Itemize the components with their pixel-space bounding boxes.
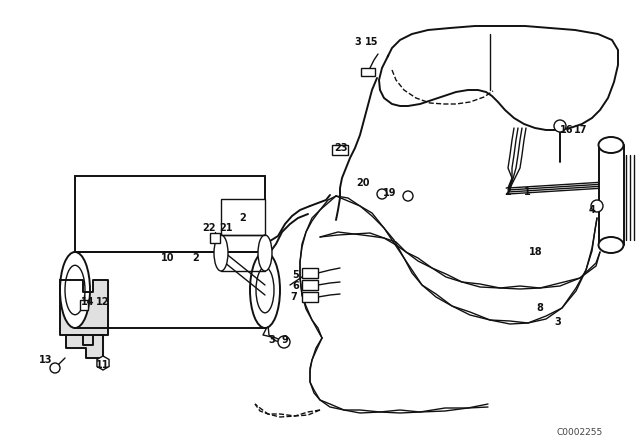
Text: 9: 9 <box>282 335 289 345</box>
FancyBboxPatch shape <box>80 300 88 310</box>
Polygon shape <box>60 280 108 345</box>
Ellipse shape <box>60 252 90 328</box>
Ellipse shape <box>598 137 623 153</box>
Polygon shape <box>66 335 103 358</box>
Circle shape <box>278 336 290 348</box>
Text: 2: 2 <box>504 187 511 197</box>
FancyBboxPatch shape <box>302 268 318 278</box>
Text: 22: 22 <box>202 223 216 233</box>
Circle shape <box>377 189 387 199</box>
FancyBboxPatch shape <box>302 280 318 290</box>
Ellipse shape <box>258 235 272 271</box>
Text: 18: 18 <box>529 247 543 257</box>
Text: 7: 7 <box>291 292 298 302</box>
Text: 11: 11 <box>96 360 109 370</box>
Text: 10: 10 <box>161 253 175 263</box>
Text: 17: 17 <box>574 125 588 135</box>
Text: 14: 14 <box>81 297 95 307</box>
FancyBboxPatch shape <box>210 233 220 243</box>
Text: 3: 3 <box>269 335 275 345</box>
Polygon shape <box>599 145 624 245</box>
Text: 6: 6 <box>292 281 300 291</box>
Circle shape <box>554 120 566 132</box>
Text: 23: 23 <box>334 143 348 153</box>
Circle shape <box>403 191 413 201</box>
Text: 15: 15 <box>365 37 379 47</box>
Text: 4: 4 <box>589 205 595 215</box>
Text: 3: 3 <box>555 317 561 327</box>
Text: 19: 19 <box>383 188 397 198</box>
Polygon shape <box>379 26 618 130</box>
Text: 20: 20 <box>356 178 370 188</box>
Text: 16: 16 <box>560 125 573 135</box>
FancyBboxPatch shape <box>75 176 265 252</box>
FancyBboxPatch shape <box>221 199 265 235</box>
Text: 8: 8 <box>536 303 543 313</box>
Ellipse shape <box>598 237 623 253</box>
Text: 5: 5 <box>292 270 300 280</box>
FancyBboxPatch shape <box>332 145 348 155</box>
Text: 21: 21 <box>220 223 233 233</box>
Text: 1: 1 <box>524 187 531 197</box>
Text: 2: 2 <box>193 253 200 263</box>
Text: 2: 2 <box>239 213 246 223</box>
Text: 3: 3 <box>355 37 362 47</box>
Ellipse shape <box>214 235 228 271</box>
Circle shape <box>591 200 603 212</box>
Ellipse shape <box>250 252 280 328</box>
FancyBboxPatch shape <box>361 68 375 76</box>
Text: 13: 13 <box>39 355 52 365</box>
Text: C0002255: C0002255 <box>557 427 603 436</box>
Circle shape <box>50 363 60 373</box>
FancyBboxPatch shape <box>302 292 318 302</box>
Text: 12: 12 <box>96 297 109 307</box>
